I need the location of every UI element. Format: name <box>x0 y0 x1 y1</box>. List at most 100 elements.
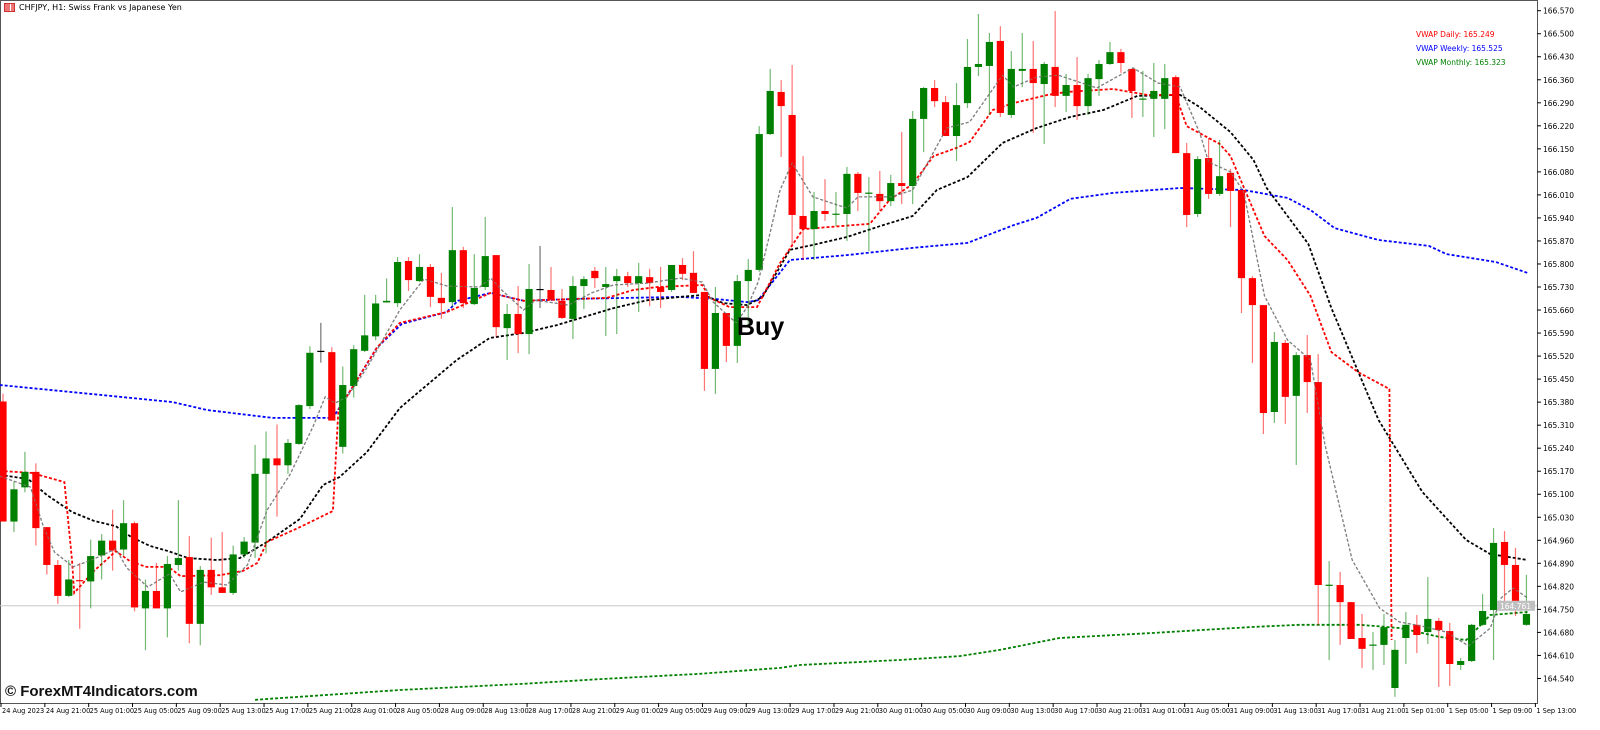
bullish-candle[interactable] <box>1479 611 1487 625</box>
bullish-candle[interactable] <box>1391 649 1399 688</box>
bullish-candle[interactable] <box>602 284 610 288</box>
bearish-candle[interactable] <box>1336 585 1344 603</box>
bullish-candle[interactable] <box>887 183 895 202</box>
bullish-candle[interactable] <box>1402 624 1410 638</box>
bullish-candle[interactable] <box>744 269 752 282</box>
bullish-candle[interactable] <box>361 335 369 351</box>
bearish-candle[interactable] <box>1358 637 1366 649</box>
bullish-candle[interactable] <box>1215 176 1224 194</box>
bearish-candle[interactable] <box>646 277 654 284</box>
bearish-candle[interactable] <box>722 312 730 346</box>
bearish-candle[interactable] <box>404 261 413 281</box>
bearish-candle[interactable] <box>152 590 161 609</box>
bearish-candle[interactable] <box>43 527 51 565</box>
bearish-candle[interactable] <box>591 270 599 279</box>
bearish-candle[interactable] <box>1183 153 1191 215</box>
bullish-candle[interactable] <box>1139 98 1147 100</box>
bullish-candle[interactable] <box>295 405 303 444</box>
bearish-candle[interactable] <box>1446 631 1454 664</box>
bullish-candle[interactable] <box>306 352 314 407</box>
bullish-candle[interactable] <box>733 281 741 346</box>
bearish-candle[interactable] <box>426 266 435 297</box>
bullish-candle[interactable] <box>393 262 402 304</box>
bullish-candle[interactable] <box>448 250 456 303</box>
bullish-candle[interactable] <box>10 489 18 522</box>
bullish-candle[interactable] <box>952 105 961 137</box>
bearish-candle[interactable] <box>898 183 906 187</box>
bearish-candle[interactable] <box>185 557 193 624</box>
bearish-candle[interactable] <box>1511 564 1520 607</box>
bullish-candle[interactable] <box>667 264 676 290</box>
bearish-candle[interactable] <box>0 401 7 522</box>
bullish-candle[interactable] <box>163 563 171 609</box>
bullish-candle[interactable] <box>87 556 95 582</box>
bearish-candle[interactable] <box>941 102 950 137</box>
bullish-candle[interactable] <box>1106 52 1114 64</box>
bullish-candle[interactable] <box>832 213 840 215</box>
bullish-candle[interactable] <box>481 256 489 288</box>
bullish-candle[interactable] <box>580 279 588 287</box>
bullish-candle[interactable] <box>1468 624 1476 662</box>
bullish-candle[interactable] <box>262 458 270 474</box>
bullish-candle[interactable] <box>963 66 972 104</box>
bullish-candle[interactable] <box>974 63 983 67</box>
bullish-candle[interactable] <box>383 300 391 303</box>
bearish-candle[interactable] <box>1303 355 1311 383</box>
bullish-candle[interactable] <box>98 540 106 556</box>
bullish-candle[interactable] <box>635 276 643 284</box>
bullish-candle[interactable] <box>251 473 259 543</box>
bearish-candle[interactable] <box>1172 77 1180 154</box>
bearish-candle[interactable] <box>854 173 862 193</box>
bearish-candle[interactable] <box>514 313 522 335</box>
bearish-candle[interactable] <box>678 264 687 274</box>
bullish-candle[interactable] <box>174 558 182 565</box>
bullish-candle[interactable] <box>1007 68 1015 115</box>
doji-candle[interactable] <box>317 350 325 353</box>
bearish-candle[interactable] <box>437 297 445 304</box>
bullish-candle[interactable] <box>1457 661 1465 665</box>
bearish-candle[interactable] <box>207 569 215 588</box>
bearish-candle[interactable] <box>1500 541 1509 565</box>
bullish-candle[interactable] <box>711 312 719 369</box>
bearish-candle[interactable] <box>328 352 336 421</box>
bullish-candle[interactable] <box>1522 613 1531 625</box>
bearish-candle[interactable] <box>32 471 40 529</box>
bearish-candle[interactable] <box>821 211 829 214</box>
bullish-candle[interactable] <box>1424 618 1432 633</box>
bullish-candle[interactable] <box>1095 63 1103 80</box>
bearish-candle[interactable] <box>1029 68 1037 84</box>
bearish-candle[interactable] <box>76 580 84 582</box>
bearish-candle[interactable] <box>876 193 884 202</box>
bullish-candle[interactable] <box>141 590 150 609</box>
bullish-candle[interactable] <box>1018 68 1026 71</box>
bullish-candle[interactable] <box>810 211 818 230</box>
bearish-candle[interactable] <box>1128 68 1136 91</box>
bullish-candle[interactable] <box>196 569 204 624</box>
bearish-candle[interactable] <box>1314 382 1322 586</box>
bearish-candle[interactable] <box>459 250 467 304</box>
bullish-candle[interactable] <box>920 87 928 119</box>
bearish-candle[interactable] <box>624 276 632 284</box>
bullish-candle[interactable] <box>1325 584 1333 586</box>
bearish-candle[interactable] <box>1226 172 1235 191</box>
bullish-candle[interactable] <box>1292 355 1300 396</box>
bullish-candle[interactable] <box>1161 78 1169 99</box>
bearish-candle[interactable] <box>1435 620 1443 631</box>
bearish-candle[interactable] <box>1413 624 1421 636</box>
bullish-candle[interactable] <box>240 541 248 555</box>
bullish-candle[interactable] <box>755 134 763 270</box>
bearish-candle[interactable] <box>218 587 226 593</box>
bearish-candle[interactable] <box>1117 52 1125 63</box>
bearish-candle[interactable] <box>1051 66 1059 96</box>
bearish-candle[interactable] <box>689 272 698 293</box>
bearish-candle[interactable] <box>54 564 62 596</box>
bullish-candle[interactable] <box>119 523 128 550</box>
bearish-candle[interactable] <box>931 87 939 102</box>
bullish-candle[interactable] <box>1150 90 1158 99</box>
bullish-candle[interactable] <box>65 579 73 596</box>
bearish-candle[interactable] <box>1281 342 1289 397</box>
bullish-candle[interactable] <box>372 303 380 337</box>
bullish-candle[interactable] <box>1062 85 1070 96</box>
bearish-candle[interactable] <box>777 91 785 107</box>
bullish-candle[interactable] <box>1380 627 1388 645</box>
